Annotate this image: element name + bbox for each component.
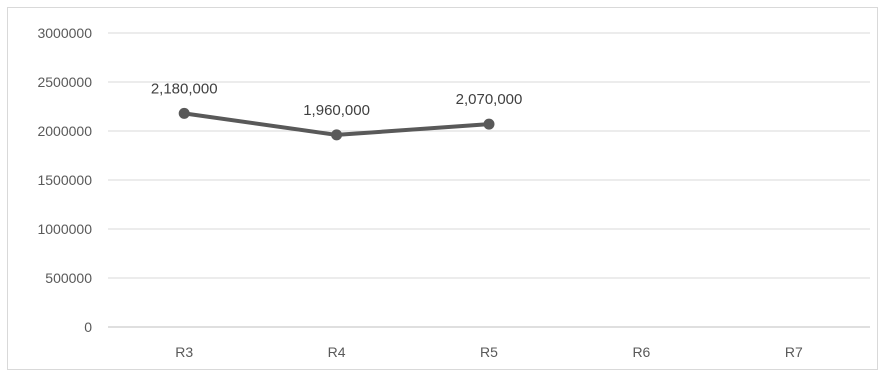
data-label: 2,180,000 [151, 80, 218, 97]
y-tick-label: 2000000 [37, 123, 92, 139]
chart-frame [7, 7, 878, 370]
x-tick-label: R5 [480, 344, 498, 360]
data-point [178, 107, 190, 119]
data-point [483, 118, 495, 130]
y-axis: 0 500000 1000000 1500000 2000000 2500000 30000… [37, 25, 92, 335]
data-labels: 2,180,000 1,960,000 2,070,000 [151, 80, 523, 119]
y-tick-label: 0 [84, 319, 92, 335]
data-label: 1,960,000 [303, 102, 370, 119]
x-tick-label: R6 [632, 344, 650, 360]
x-tick-label: R4 [328, 344, 346, 360]
data-label: 2,070,000 [456, 91, 523, 108]
x-tick-label: R3 [175, 344, 193, 360]
y-tick-label: 3000000 [37, 25, 92, 41]
data-point [331, 129, 343, 141]
y-tick-label: 1500000 [37, 172, 92, 188]
y-tick-label: 500000 [45, 270, 92, 286]
y-tick-label: 1000000 [37, 221, 92, 237]
y-tick-label: 2500000 [37, 74, 92, 90]
series-line [178, 107, 495, 141]
x-axis: R3 R4 R5 R6 R7 [175, 344, 803, 360]
gridlines [108, 32, 870, 328]
x-tick-label: R7 [785, 344, 803, 360]
